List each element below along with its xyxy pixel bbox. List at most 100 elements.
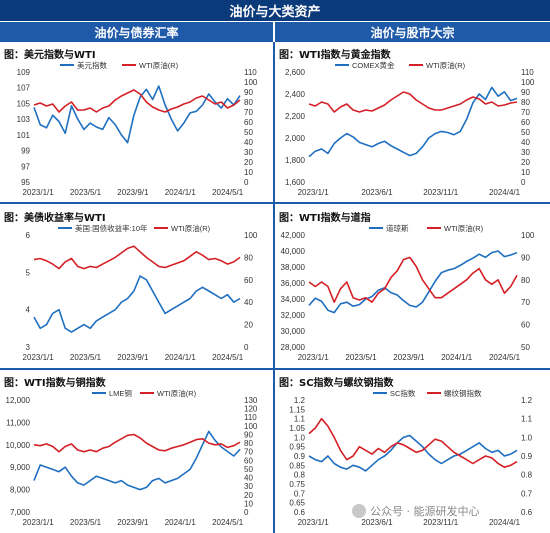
legend-label: WTI原油(R)	[426, 60, 466, 70]
series-1-line	[33, 89, 241, 113]
x-tick-label: 2023/1/1	[298, 518, 330, 527]
series-0-line	[308, 250, 518, 314]
legend-label: WTI原油(R)	[139, 60, 179, 70]
legend-label: COMEX黄金	[352, 60, 395, 70]
series-1-line	[308, 417, 518, 468]
x-tick-label: 2024/4/1	[489, 518, 521, 527]
y2-tick-label: 40	[244, 298, 253, 307]
y-tick-label: 1,600	[285, 178, 306, 187]
x-tick-label: 2023/11/1	[423, 518, 459, 527]
y2-tick-label: 30	[521, 148, 530, 157]
y-tick-label: 36,000	[281, 279, 306, 288]
legend-label: 螺纹钢指数	[444, 388, 482, 398]
y-tick-label: 107	[17, 84, 31, 93]
y-tick-label: 1.15	[289, 405, 305, 414]
panel-title: 图：WTI指数与铜指数	[4, 378, 106, 389]
y2-tick-label: 0.7	[521, 489, 533, 498]
x-tick-label: 2023/9/1	[117, 188, 149, 197]
x-tick-label: 2024/1/1	[441, 353, 473, 362]
legend-label: 美元指数	[77, 60, 107, 70]
chart-sc-rebar: 0.60.650.70.750.80.850.90.951.01.051.11.…	[289, 388, 533, 527]
y-tick-label: 0.75	[289, 480, 305, 489]
y-tick-label: 7,000	[10, 508, 31, 517]
panel-title: 图：SC指数与螺纹钢指数	[279, 378, 394, 389]
x-tick-label: 2023/5/1	[70, 518, 102, 527]
y2-tick-label: 20	[244, 321, 253, 330]
y-tick-label: 105	[17, 99, 31, 108]
x-tick-label: 2024/1/1	[165, 188, 197, 197]
y-tick-label: 2,600	[285, 68, 306, 77]
y-tick-label: 42,000	[281, 231, 306, 240]
x-tick-label: 2023/5/1	[70, 188, 102, 197]
y2-tick-label: 80	[244, 439, 253, 448]
y2-tick-label: 30	[244, 482, 253, 491]
column-divider	[273, 42, 275, 533]
y2-tick-label: 70	[244, 448, 253, 457]
y2-tick-label: 1.2	[521, 396, 533, 405]
series-0-line	[33, 430, 241, 491]
section-header-left: 油价与债券汇率	[0, 22, 273, 42]
y2-tick-label: 60	[521, 321, 530, 330]
y-tick-label: 8,000	[10, 486, 31, 495]
series-0-line	[33, 85, 241, 144]
y2-tick-label: 0	[244, 508, 249, 517]
x-tick-label: 2023/1/1	[298, 188, 330, 197]
y-tick-label: 12,000	[6, 396, 31, 405]
series-1-line	[308, 91, 518, 113]
y-tick-label: 6	[26, 231, 31, 240]
y2-tick-label: 0.8	[521, 471, 533, 480]
series-1-line	[33, 433, 241, 453]
x-tick-label: 2023/9/1	[117, 353, 149, 362]
y2-tick-label: 30	[244, 148, 253, 157]
y-tick-label: 103	[17, 115, 31, 124]
y-tick-label: 3	[26, 343, 31, 352]
y2-tick-label: 0	[521, 178, 526, 187]
y-tick-label: 1.05	[289, 424, 305, 433]
y-tick-label: 40,000	[281, 247, 306, 256]
y2-tick-label: 90	[244, 430, 253, 439]
y-tick-label: 95	[21, 178, 30, 187]
panel-title: 图：WTI指数与道指	[279, 213, 371, 224]
y-tick-label: 10,000	[6, 441, 31, 450]
y2-tick-label: 60	[521, 118, 530, 127]
y2-tick-label: 10	[244, 168, 253, 177]
y2-tick-label: 130	[244, 396, 258, 405]
y-tick-label: 11,000	[6, 418, 30, 427]
y2-tick-label: 50	[521, 343, 530, 352]
x-tick-label: 2023/6/1	[361, 518, 393, 527]
wechat-icon	[352, 504, 366, 518]
y-tick-label: 32,000	[281, 311, 306, 320]
y2-tick-label: 90	[521, 88, 530, 97]
y-tick-label: 99	[21, 147, 30, 156]
y-tick-label: 97	[21, 162, 30, 171]
x-tick-label: 2023/1/1	[23, 518, 55, 527]
watermark-text: 公众号 · 能源研发中心	[370, 505, 480, 518]
legend-label: 道琼斯	[386, 223, 409, 233]
y2-tick-label: 20	[244, 491, 253, 500]
y-tick-label: 1.1	[294, 415, 306, 424]
x-tick-label: 2023/11/1	[423, 188, 459, 197]
y-tick-label: 0.85	[289, 461, 305, 470]
y2-tick-label: 70	[521, 108, 530, 117]
y-tick-label: 1.2	[294, 396, 306, 405]
y2-tick-label: 0.9	[521, 452, 533, 461]
y2-tick-label: 10	[244, 499, 253, 508]
y2-tick-label: 50	[521, 128, 530, 137]
y-tick-label: 2,200	[285, 112, 306, 121]
y2-tick-label: 1.1	[521, 415, 533, 424]
y2-tick-label: 70	[244, 108, 253, 117]
y2-tick-label: 90	[244, 88, 253, 97]
x-tick-label: 2023/9/1	[117, 518, 149, 527]
y-tick-label: 1.0	[294, 433, 306, 442]
x-tick-label: 2024/5/1	[489, 353, 521, 362]
legend-label: WTI原油(R)	[444, 223, 484, 233]
chart-wti-dow: 28,000 30,000 32,000 34,000 36,000 38,000 40,0…	[281, 223, 535, 362]
y2-tick-label: 90	[521, 253, 530, 262]
y2-tick-label: 110	[244, 68, 257, 77]
y2-tick-label: 60	[244, 276, 253, 285]
y2-tick-label: 100	[521, 231, 535, 240]
y-tick-label: 0.9	[294, 452, 306, 461]
legend-label: SC指数	[390, 388, 416, 398]
series-1-line	[308, 256, 518, 303]
